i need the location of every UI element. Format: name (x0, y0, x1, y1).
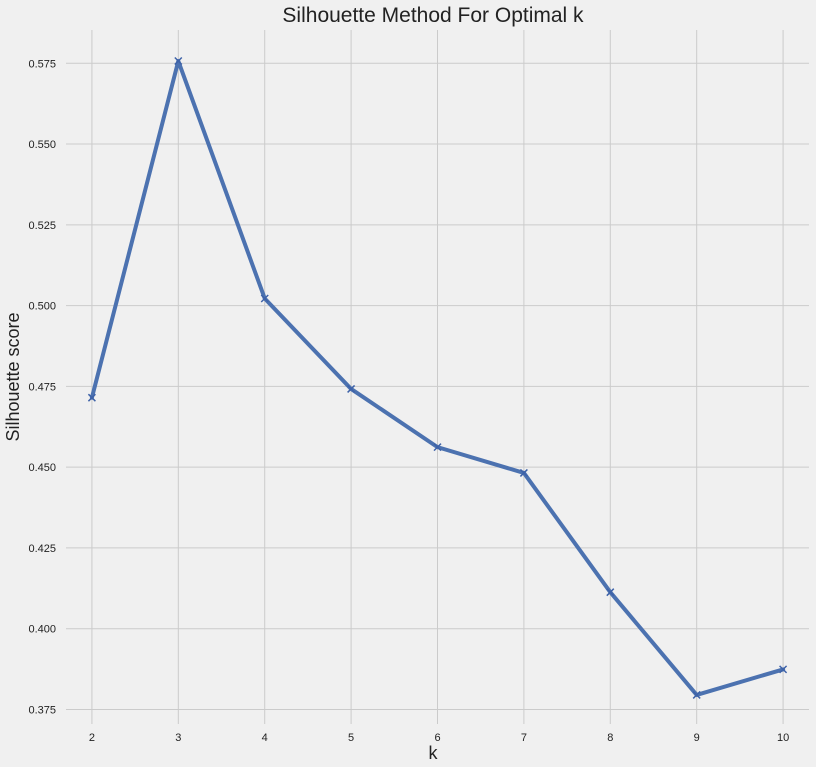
y-tick-label: 0.525 (28, 220, 56, 232)
series-markers (87, 56, 788, 699)
x-tick-labels: 2 3 4 5 6 7 8 9 10 (89, 732, 789, 744)
y-tick-label: 0.500 (28, 301, 56, 313)
x-tick-label: 6 (434, 732, 440, 744)
data-point-marker (260, 294, 269, 303)
x-tick-label: 10 (777, 732, 789, 744)
y-tick-label: 0.475 (28, 381, 56, 393)
data-point-marker (347, 384, 356, 393)
x-tick-label: 3 (175, 732, 181, 744)
y-tick-label: 0.450 (28, 462, 56, 474)
data-point-marker (433, 443, 442, 452)
x-tick-label: 2 (89, 732, 95, 744)
chart-title: Silhouette Method For Optimal k (282, 4, 584, 27)
y-tick-label: 0.375 (28, 704, 56, 716)
x-tick-label: 8 (607, 732, 613, 744)
y-tick-label: 0.425 (28, 543, 56, 555)
data-point-marker (779, 665, 788, 674)
data-point-marker (87, 393, 96, 402)
y-tick-labels: 0.375 0.400 0.425 0.450 0.475 0.500 0.525 0.550… (28, 58, 56, 716)
x-tick-label: 4 (262, 732, 268, 744)
y-tick-label: 0.400 (28, 624, 56, 636)
data-point-marker (606, 588, 615, 597)
x-tick-label: 9 (694, 732, 700, 744)
y-axis-label: Silhouette score (3, 312, 23, 441)
x-tick-label: 7 (521, 732, 527, 744)
data-point-marker (174, 56, 183, 66)
y-tick-label: 0.550 (28, 139, 56, 151)
grid-lines (66, 30, 809, 724)
y-tick-label: 0.575 (28, 58, 56, 70)
data-point-marker (692, 690, 701, 699)
data-point-marker (519, 468, 528, 477)
x-axis-label: k (429, 743, 439, 763)
x-tick-label: 5 (348, 732, 354, 744)
